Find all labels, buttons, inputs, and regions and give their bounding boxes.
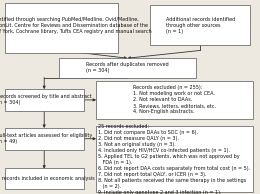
FancyBboxPatch shape xyxy=(59,58,196,78)
Text: Full-text articles assessed for eligibility
(n = 49): Full-text articles assessed for eligibil… xyxy=(0,133,92,144)
Text: 24 records included in economic analysis: 24 records included in economic analysis xyxy=(0,176,95,181)
FancyBboxPatch shape xyxy=(96,81,253,119)
FancyBboxPatch shape xyxy=(150,5,250,45)
FancyBboxPatch shape xyxy=(5,128,84,150)
FancyBboxPatch shape xyxy=(96,126,253,192)
Text: Records after duplicates removed
(n = 304): Records after duplicates removed (n = 30… xyxy=(86,62,169,73)
Text: Additional records identified
through other sources
(n = 1): Additional records identified through ot… xyxy=(166,17,235,34)
FancyBboxPatch shape xyxy=(5,168,84,189)
FancyBboxPatch shape xyxy=(5,89,84,111)
Text: Records excluded (n = 255):
1. Not modeling work or not CEA.
2. Not relevant to : Records excluded (n = 255): 1. Not model… xyxy=(133,85,216,114)
FancyBboxPatch shape xyxy=(5,3,118,53)
Text: 25 records excluded:
1. Did not compare DAAs to SOC (n = 6).
2. Did not measure : 25 records excluded: 1. Did not compare … xyxy=(98,124,250,194)
Text: Records screened by title and abstract
(n = 304): Records screened by title and abstract (… xyxy=(0,94,92,105)
Text: Records identified through searching PubMed/Medline, Ovid/Medline,
EMBASE, EconL: Records identified through searching Pub… xyxy=(0,17,152,40)
